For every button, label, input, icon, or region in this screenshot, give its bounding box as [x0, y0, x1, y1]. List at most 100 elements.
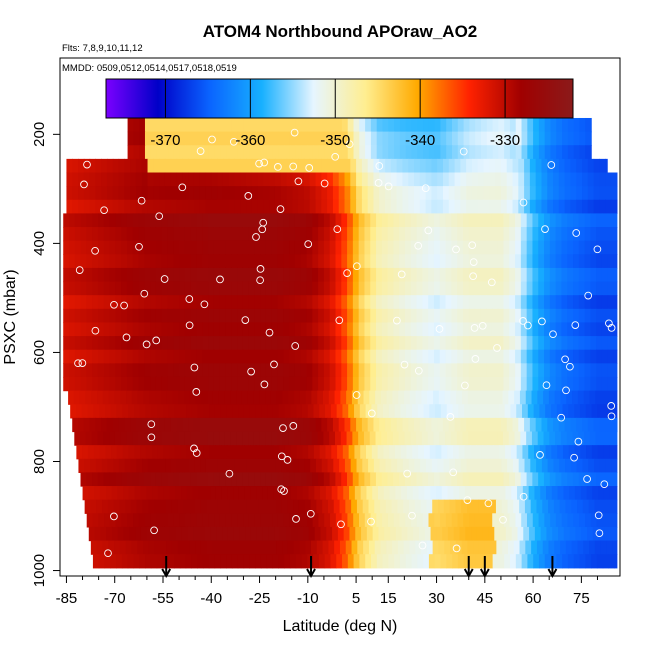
y-tick-label: 800	[31, 449, 48, 474]
heatmap-cell	[510, 445, 518, 460]
sample-point	[583, 475, 591, 483]
colorbar-tick-label: -370	[150, 132, 180, 149]
heatmap-cell	[225, 376, 232, 392]
sample-point	[561, 355, 569, 364]
heatmap-cell	[423, 554, 430, 569]
heatmap-cell	[92, 472, 99, 487]
heatmap-cell	[515, 213, 522, 228]
heatmap-cell	[376, 376, 383, 392]
heatmap-cell	[238, 445, 245, 460]
heatmap-cell	[359, 554, 366, 569]
heatmap-cell	[103, 281, 111, 296]
heatmap-cell	[418, 526, 426, 542]
heatmap-cell	[63, 267, 70, 283]
heatmap-cell	[305, 390, 312, 405]
heatmap-cell	[156, 554, 164, 569]
heatmap-cell	[286, 199, 293, 214]
heatmap-cell	[92, 349, 99, 364]
heatmap-cell	[237, 254, 244, 269]
heatmap-cell	[497, 322, 505, 337]
y-axis-label: PSXC (mbar)	[2, 269, 19, 364]
heatmap-cell	[381, 336, 389, 351]
heatmap-cell	[422, 363, 429, 378]
heatmap-cell	[164, 199, 172, 214]
heatmap-cell	[300, 281, 308, 296]
heatmap-cell	[417, 554, 424, 569]
heatmap-cell	[474, 513, 482, 528]
sample-point	[110, 512, 118, 521]
heatmap-cell	[514, 390, 521, 405]
heatmap-cell	[249, 145, 256, 160]
heatmap-cell	[321, 158, 328, 174]
heatmap-cell	[552, 526, 559, 542]
heatmap-cell	[420, 458, 427, 473]
heatmap-cell	[312, 472, 319, 487]
heatmap-cell	[135, 186, 143, 201]
heatmap-cell	[445, 308, 452, 324]
heatmap-cell	[280, 199, 288, 214]
heatmap-cell	[428, 254, 435, 269]
heatmap-cell	[333, 499, 341, 514]
heatmap-cell	[505, 526, 513, 542]
heatmap-cell	[176, 172, 183, 187]
heatmap-cell	[591, 145, 592, 160]
heatmap-cell	[578, 322, 586, 337]
heatmap-cell	[265, 227, 273, 242]
heatmap-cell	[69, 349, 76, 364]
heatmap-cell	[503, 513, 511, 528]
heatmap-cell	[381, 349, 389, 364]
heatmap-cell	[562, 131, 569, 146]
heatmap-cell	[333, 458, 340, 473]
heatmap-cell	[266, 145, 274, 160]
heatmap-cell	[541, 186, 548, 201]
heatmap-cell	[352, 363, 360, 378]
heatmap-cell	[526, 322, 534, 337]
heatmap-cell	[614, 404, 618, 419]
heatmap-cell	[596, 308, 603, 324]
heatmap-cell	[594, 499, 601, 514]
heatmap-cell	[108, 390, 116, 405]
heatmap-cell	[376, 513, 383, 528]
heatmap-cell	[228, 172, 236, 187]
heatmap-cell	[126, 390, 133, 405]
heatmap-cell	[419, 172, 427, 187]
heatmap-cell	[437, 199, 444, 214]
heatmap-cell	[135, 199, 143, 214]
heatmap-cell	[69, 376, 76, 392]
heatmap-cell	[93, 445, 101, 460]
heatmap-cell	[283, 281, 290, 296]
heatmap-cell	[202, 472, 209, 487]
heatmap-cell	[414, 417, 421, 433]
heatmap-cell	[549, 254, 557, 269]
heatmap-cell	[147, 158, 154, 174]
heatmap-cell	[582, 172, 589, 187]
heatmap-cell	[173, 336, 180, 351]
heatmap-cell	[550, 554, 557, 569]
heatmap-cell	[310, 499, 317, 514]
heatmap-cell	[306, 227, 313, 242]
heatmap-cell	[327, 417, 334, 433]
heatmap-cell	[155, 363, 163, 378]
heatmap-cell	[251, 158, 259, 174]
heatmap-cell	[370, 308, 377, 324]
heatmap-cell	[594, 458, 601, 473]
heatmap-cell	[376, 281, 383, 296]
heatmap-cell	[545, 404, 552, 419]
heatmap-cell	[567, 281, 574, 296]
heatmap-cell	[399, 322, 406, 337]
heatmap-cell	[336, 145, 343, 160]
heatmap-cell	[270, 540, 277, 555]
heatmap-cell	[213, 376, 221, 392]
heatmap-cell	[126, 322, 134, 337]
heatmap-cell	[319, 445, 327, 460]
heatmap-cell	[120, 431, 128, 446]
heatmap-cell	[279, 445, 286, 460]
heatmap-cell	[208, 227, 215, 242]
heatmap-cell	[450, 431, 458, 446]
heatmap-cell	[520, 431, 527, 446]
heatmap-cell	[439, 431, 446, 446]
heatmap-cell	[601, 472, 609, 487]
heatmap-cell	[378, 526, 385, 542]
heatmap-cell	[300, 254, 308, 269]
heatmap-cell	[530, 499, 538, 514]
